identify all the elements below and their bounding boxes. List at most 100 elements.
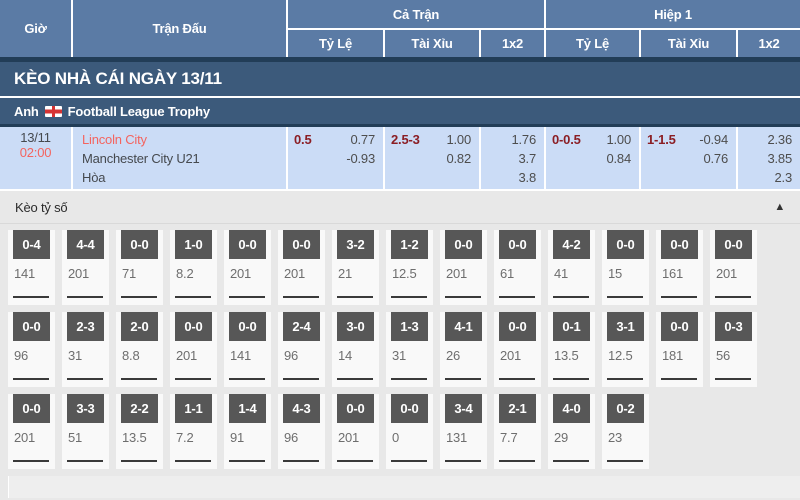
score-odds-value: 201 — [716, 266, 738, 281]
subheader-half-overunder: Tài Xỉu — [641, 30, 736, 57]
score-tile[interactable]: 0-0 201 — [8, 394, 55, 469]
score-tile[interactable]: 2-1 7.7 — [494, 394, 541, 469]
odds-underline — [499, 460, 535, 462]
score-tile[interactable]: 2-2 13.5 — [116, 394, 163, 469]
handicap-line: 0.5 — [294, 132, 312, 147]
full-1x2-cell[interactable]: 1.76 3.7 3.8 — [481, 127, 544, 189]
score-tile[interactable]: 0-0 161 — [656, 230, 703, 305]
collapse-triangle-icon[interactable]: ▲ — [774, 201, 785, 213]
score-tile[interactable]: 1-0 8.2 — [170, 230, 217, 305]
odds-column-header: Giờ Trận Đấu Cả Trận Hiệp 1 Tỷ Lệ Tài Xỉ… — [0, 0, 800, 57]
score-tile-row: 0-4 141 4-4 201 0-0 71 1-0 8.2 0-0 201 0-0 201 3-2 21… — [8, 230, 800, 305]
odds-underline — [661, 296, 697, 298]
correct-score-header[interactable]: Kèo tỷ số ▲ — [0, 191, 800, 224]
score-tile[interactable]: 0-0 201 — [332, 394, 379, 469]
score-tile[interactable]: 0-4 141 — [8, 230, 55, 305]
score-label: 0-0 — [661, 230, 698, 259]
odds-value: 1.00 — [606, 132, 631, 147]
score-label: 4-0 — [553, 394, 590, 423]
subheader-full-1x2: 1x2 — [481, 30, 544, 57]
odds-underline — [67, 296, 103, 298]
odds-underline — [175, 460, 211, 462]
odds-underline — [229, 460, 265, 462]
score-tile[interactable]: 0-0 71 — [116, 230, 163, 305]
score-label: 4-3 — [283, 394, 320, 423]
odds-underline — [283, 378, 319, 380]
score-label: 1-0 — [175, 230, 212, 259]
score-label: 0-0 — [229, 230, 266, 259]
odds-underline — [553, 460, 589, 462]
score-tile[interactable]: 4-1 26 — [440, 312, 487, 387]
full-handicap-cell[interactable]: 0.5 0.77 -0.93 — [288, 127, 383, 189]
score-tile[interactable]: 0-0 141 — [224, 312, 271, 387]
score-label: 0-0 — [229, 312, 266, 341]
score-tile[interactable]: 0-0 201 — [710, 230, 757, 305]
score-odds-value: 201 — [14, 430, 36, 445]
odds-underline — [715, 378, 751, 380]
half-handicap-cell[interactable]: 0-0.5 1.00 0.84 — [546, 127, 639, 189]
score-tile[interactable]: 3-3 51 — [62, 394, 109, 469]
score-odds-value: 8.2 — [176, 266, 194, 281]
score-tile[interactable]: 3-2 21 — [332, 230, 379, 305]
score-tile[interactable]: 0-0 15 — [602, 230, 649, 305]
score-tile[interactable]: 0-0 201 — [224, 230, 271, 305]
score-odds-value: 201 — [338, 430, 360, 445]
score-tile[interactable]: 1-1 7.2 — [170, 394, 217, 469]
group-header-full-match: Cả Trận — [288, 0, 544, 28]
score-tile[interactable]: 2-4 96 — [278, 312, 325, 387]
odds-underline — [283, 296, 319, 298]
score-odds-value: 201 — [446, 266, 468, 281]
odds-value: 1.76 — [511, 132, 536, 147]
score-tile[interactable]: 4-3 96 — [278, 394, 325, 469]
score-tile[interactable]: 1-3 31 — [386, 312, 433, 387]
score-tile[interactable]: 3-1 12.5 — [602, 312, 649, 387]
score-tile[interactable]: 0-0 61 — [494, 230, 541, 305]
score-tile[interactable]: 0-0 201 — [440, 230, 487, 305]
odds-underline — [499, 296, 535, 298]
subheader-full-overunder: Tài Xỉu — [385, 30, 479, 57]
odds-underline — [175, 296, 211, 298]
score-tile[interactable]: 4-2 41 — [548, 230, 595, 305]
group-header-first-half: Hiệp 1 — [546, 0, 800, 28]
score-tile[interactable]: 4-0 29 — [548, 394, 595, 469]
score-tile[interactable]: 4-4 201 — [62, 230, 109, 305]
score-label: 1-2 — [391, 230, 428, 259]
score-tile[interactable]: 0-0 201 — [170, 312, 217, 387]
score-tile[interactable]: 0-1 13.5 — [548, 312, 595, 387]
score-label: 2-0 — [121, 312, 158, 341]
score-label: 3-2 — [337, 230, 374, 259]
score-odds-value: 96 — [284, 430, 299, 445]
half-overunder-cell[interactable]: 1-1.5 -0.94 0.76 — [641, 127, 736, 189]
score-tile[interactable]: 1-4 91 — [224, 394, 271, 469]
score-tile[interactable]: 3-4 131 — [440, 394, 487, 469]
score-label: 0-0 — [499, 230, 536, 259]
score-tile-row: 0-0 201 3-3 51 2-2 13.5 1-1 7.2 1-4 91 4-3 96 0-0 201… — [8, 394, 800, 469]
score-odds-value: 91 — [230, 430, 245, 445]
score-odds-value: 31 — [392, 348, 407, 363]
score-tile[interactable]: 0-0 201 — [278, 230, 325, 305]
odds-underline — [13, 460, 49, 462]
half-1x2-cell[interactable]: 2.36 3.85 2.3 — [738, 127, 800, 189]
score-tile[interactable]: 0-3 56 — [710, 312, 757, 387]
score-tile[interactable]: 0-0 201 — [494, 312, 541, 387]
score-tile[interactable]: 3-0 14 — [332, 312, 379, 387]
score-tile[interactable]: 2-0 8.8 — [116, 312, 163, 387]
next-section-edge — [8, 476, 800, 498]
score-tile[interactable]: 0-0 0 — [386, 394, 433, 469]
score-tile[interactable]: 0-0 181 — [656, 312, 703, 387]
score-tile[interactable]: 1-2 12.5 — [386, 230, 433, 305]
full-overunder-cell[interactable]: 2.5-3 1.00 0.82 — [385, 127, 479, 189]
league-country: Anh — [14, 103, 39, 119]
score-odds-value: 201 — [230, 266, 252, 281]
overunder-line: 2.5-3 — [391, 132, 420, 147]
draw-label: Hòa — [82, 170, 106, 185]
score-tile[interactable]: 2-3 31 — [62, 312, 109, 387]
score-label: 0-0 — [715, 230, 752, 259]
score-odds-value: 56 — [716, 348, 731, 363]
odds-underline — [553, 378, 589, 380]
odds-underline — [607, 378, 643, 380]
score-tile[interactable]: 0-0 96 — [8, 312, 55, 387]
odds-underline — [67, 378, 103, 380]
score-tile[interactable]: 0-2 23 — [602, 394, 649, 469]
odds-underline — [337, 378, 373, 380]
